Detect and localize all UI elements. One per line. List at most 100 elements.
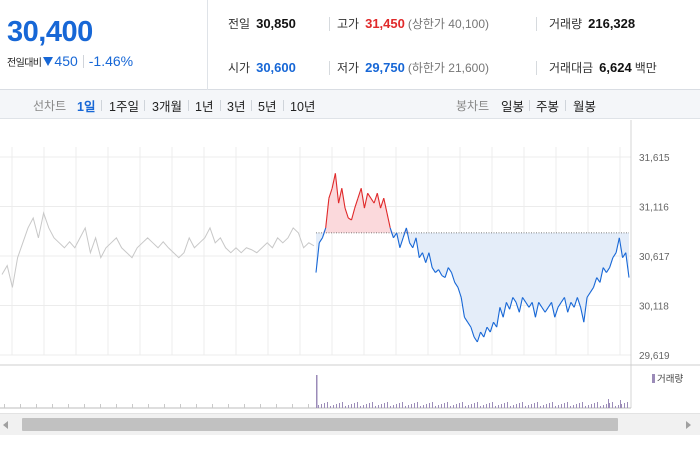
volume-bar <box>148 404 149 408</box>
stat-value: 6,624 <box>599 60 632 75</box>
period-1y-tab[interactable]: 1년 <box>195 100 214 114</box>
volume-bar <box>552 402 553 408</box>
today-price-segment <box>505 302 511 310</box>
period-5y-tab[interactable]: 5년 <box>258 100 277 114</box>
volume-bar <box>474 403 475 408</box>
above-reference-area <box>316 173 629 233</box>
today-price-segment <box>399 237 404 248</box>
volume-bar <box>212 404 213 408</box>
volume-bar <box>369 403 370 408</box>
stat-lower-limit: (하한가 21,600) <box>407 61 490 75</box>
volume-bar <box>507 402 508 408</box>
volume-bar <box>609 403 610 408</box>
volume-bar <box>570 406 571 408</box>
volume-bar <box>573 405 574 408</box>
divider <box>529 100 530 111</box>
volume-bar <box>378 405 379 408</box>
y-tick-label: 31,615 <box>639 153 670 164</box>
volume-bar <box>579 403 580 408</box>
volume-bar <box>555 406 556 408</box>
volume-legend: 거래량 <box>652 373 683 385</box>
period-3m-tab[interactable]: 3개월 <box>152 100 182 114</box>
today-price-segment <box>486 326 491 333</box>
volume-bar <box>483 405 484 408</box>
scroll-right-arrow-icon[interactable] <box>686 421 691 429</box>
stat-label: 전일 <box>228 17 251 31</box>
period-10y-tab[interactable]: 10년 <box>290 100 316 114</box>
stat-label: 시가 <box>228 61 251 75</box>
today-price-segment <box>602 267 607 273</box>
today-price-segment <box>441 275 446 278</box>
today-price-segment <box>431 267 436 273</box>
volume-bar <box>498 405 499 408</box>
volume-bar <box>276 404 277 408</box>
volume-bar <box>327 402 328 408</box>
volume-bar <box>576 404 577 408</box>
stat-open: 시가 30,600 <box>228 59 296 77</box>
today-price-segment <box>467 321 472 328</box>
volume-bar <box>603 405 604 408</box>
volume-panel <box>4 375 628 408</box>
volume-bar <box>420 406 421 408</box>
volume-bar <box>540 406 541 408</box>
volume-bar <box>360 406 361 408</box>
daily-candle-tab[interactable]: 일봉 <box>501 100 525 114</box>
today-price-segment <box>373 193 378 204</box>
chart-scrollbar[interactable] <box>0 413 700 435</box>
today-price-segment <box>525 302 530 308</box>
today-price-segment <box>483 326 488 338</box>
weekly-candle-tab[interactable]: 주봉 <box>536 100 560 114</box>
volume-bar <box>444 403 445 408</box>
today-price-segment <box>444 267 449 278</box>
volume-bar <box>543 405 544 408</box>
volume-bar <box>196 404 197 408</box>
today-price-segment <box>554 307 559 318</box>
scroll-left-arrow-icon[interactable] <box>3 421 8 429</box>
volume-bar <box>462 402 463 408</box>
monthly-candle-tab[interactable]: 월봉 <box>573 100 597 114</box>
today-price-segment <box>318 237 323 244</box>
today-price-segment <box>380 197 385 209</box>
volume-bar <box>399 403 400 408</box>
today-price-segment <box>334 173 340 204</box>
scroll-thumb[interactable] <box>22 418 618 431</box>
today-price-segment <box>338 188 343 204</box>
volume-bar <box>4 404 5 408</box>
period-1d-tab[interactable]: 1일 <box>77 100 96 114</box>
volume-bar <box>489 403 490 408</box>
current-price-box: 30,400 전일대비 450 -1.46% <box>0 0 208 90</box>
chart-lines <box>1 173 630 343</box>
volume-bar <box>620 400 621 408</box>
stat-low: 저가 29,750 (하한가 21,600) <box>337 59 489 77</box>
volume-bar <box>594 403 595 408</box>
divider <box>565 100 566 111</box>
period-3y-tab[interactable]: 3년 <box>227 100 246 114</box>
volume-bar <box>531 404 532 408</box>
volume-bar <box>316 375 318 408</box>
volume-bar <box>501 404 502 408</box>
volume-bar <box>324 403 325 408</box>
candle-chart-label: 봉차트 <box>456 99 490 113</box>
today-price-segment <box>580 307 585 323</box>
volume-bar <box>321 404 322 408</box>
stat-label: 거래대금 <box>549 61 594 75</box>
volume-bar <box>345 406 346 408</box>
today-price-segment <box>570 302 575 308</box>
today-price-segment <box>435 269 439 273</box>
today-price-segment <box>415 237 420 258</box>
volume-bar <box>116 404 117 408</box>
today-price-segment <box>421 252 427 263</box>
today-price-segment <box>438 269 443 276</box>
today-price-segment <box>412 237 417 248</box>
today-price-segment <box>567 302 572 313</box>
today-price-segment <box>447 267 452 273</box>
volume-bar <box>522 402 523 408</box>
volume-bar <box>447 402 448 408</box>
period-1w-tab[interactable]: 1주일 <box>109 100 139 114</box>
volume-bar <box>375 406 376 408</box>
volume-bar <box>228 404 229 408</box>
today-price-segment <box>454 282 459 288</box>
today-price-segment <box>405 227 411 243</box>
today-price-segment <box>367 192 372 199</box>
y-tick-label: 29,619 <box>639 351 670 362</box>
